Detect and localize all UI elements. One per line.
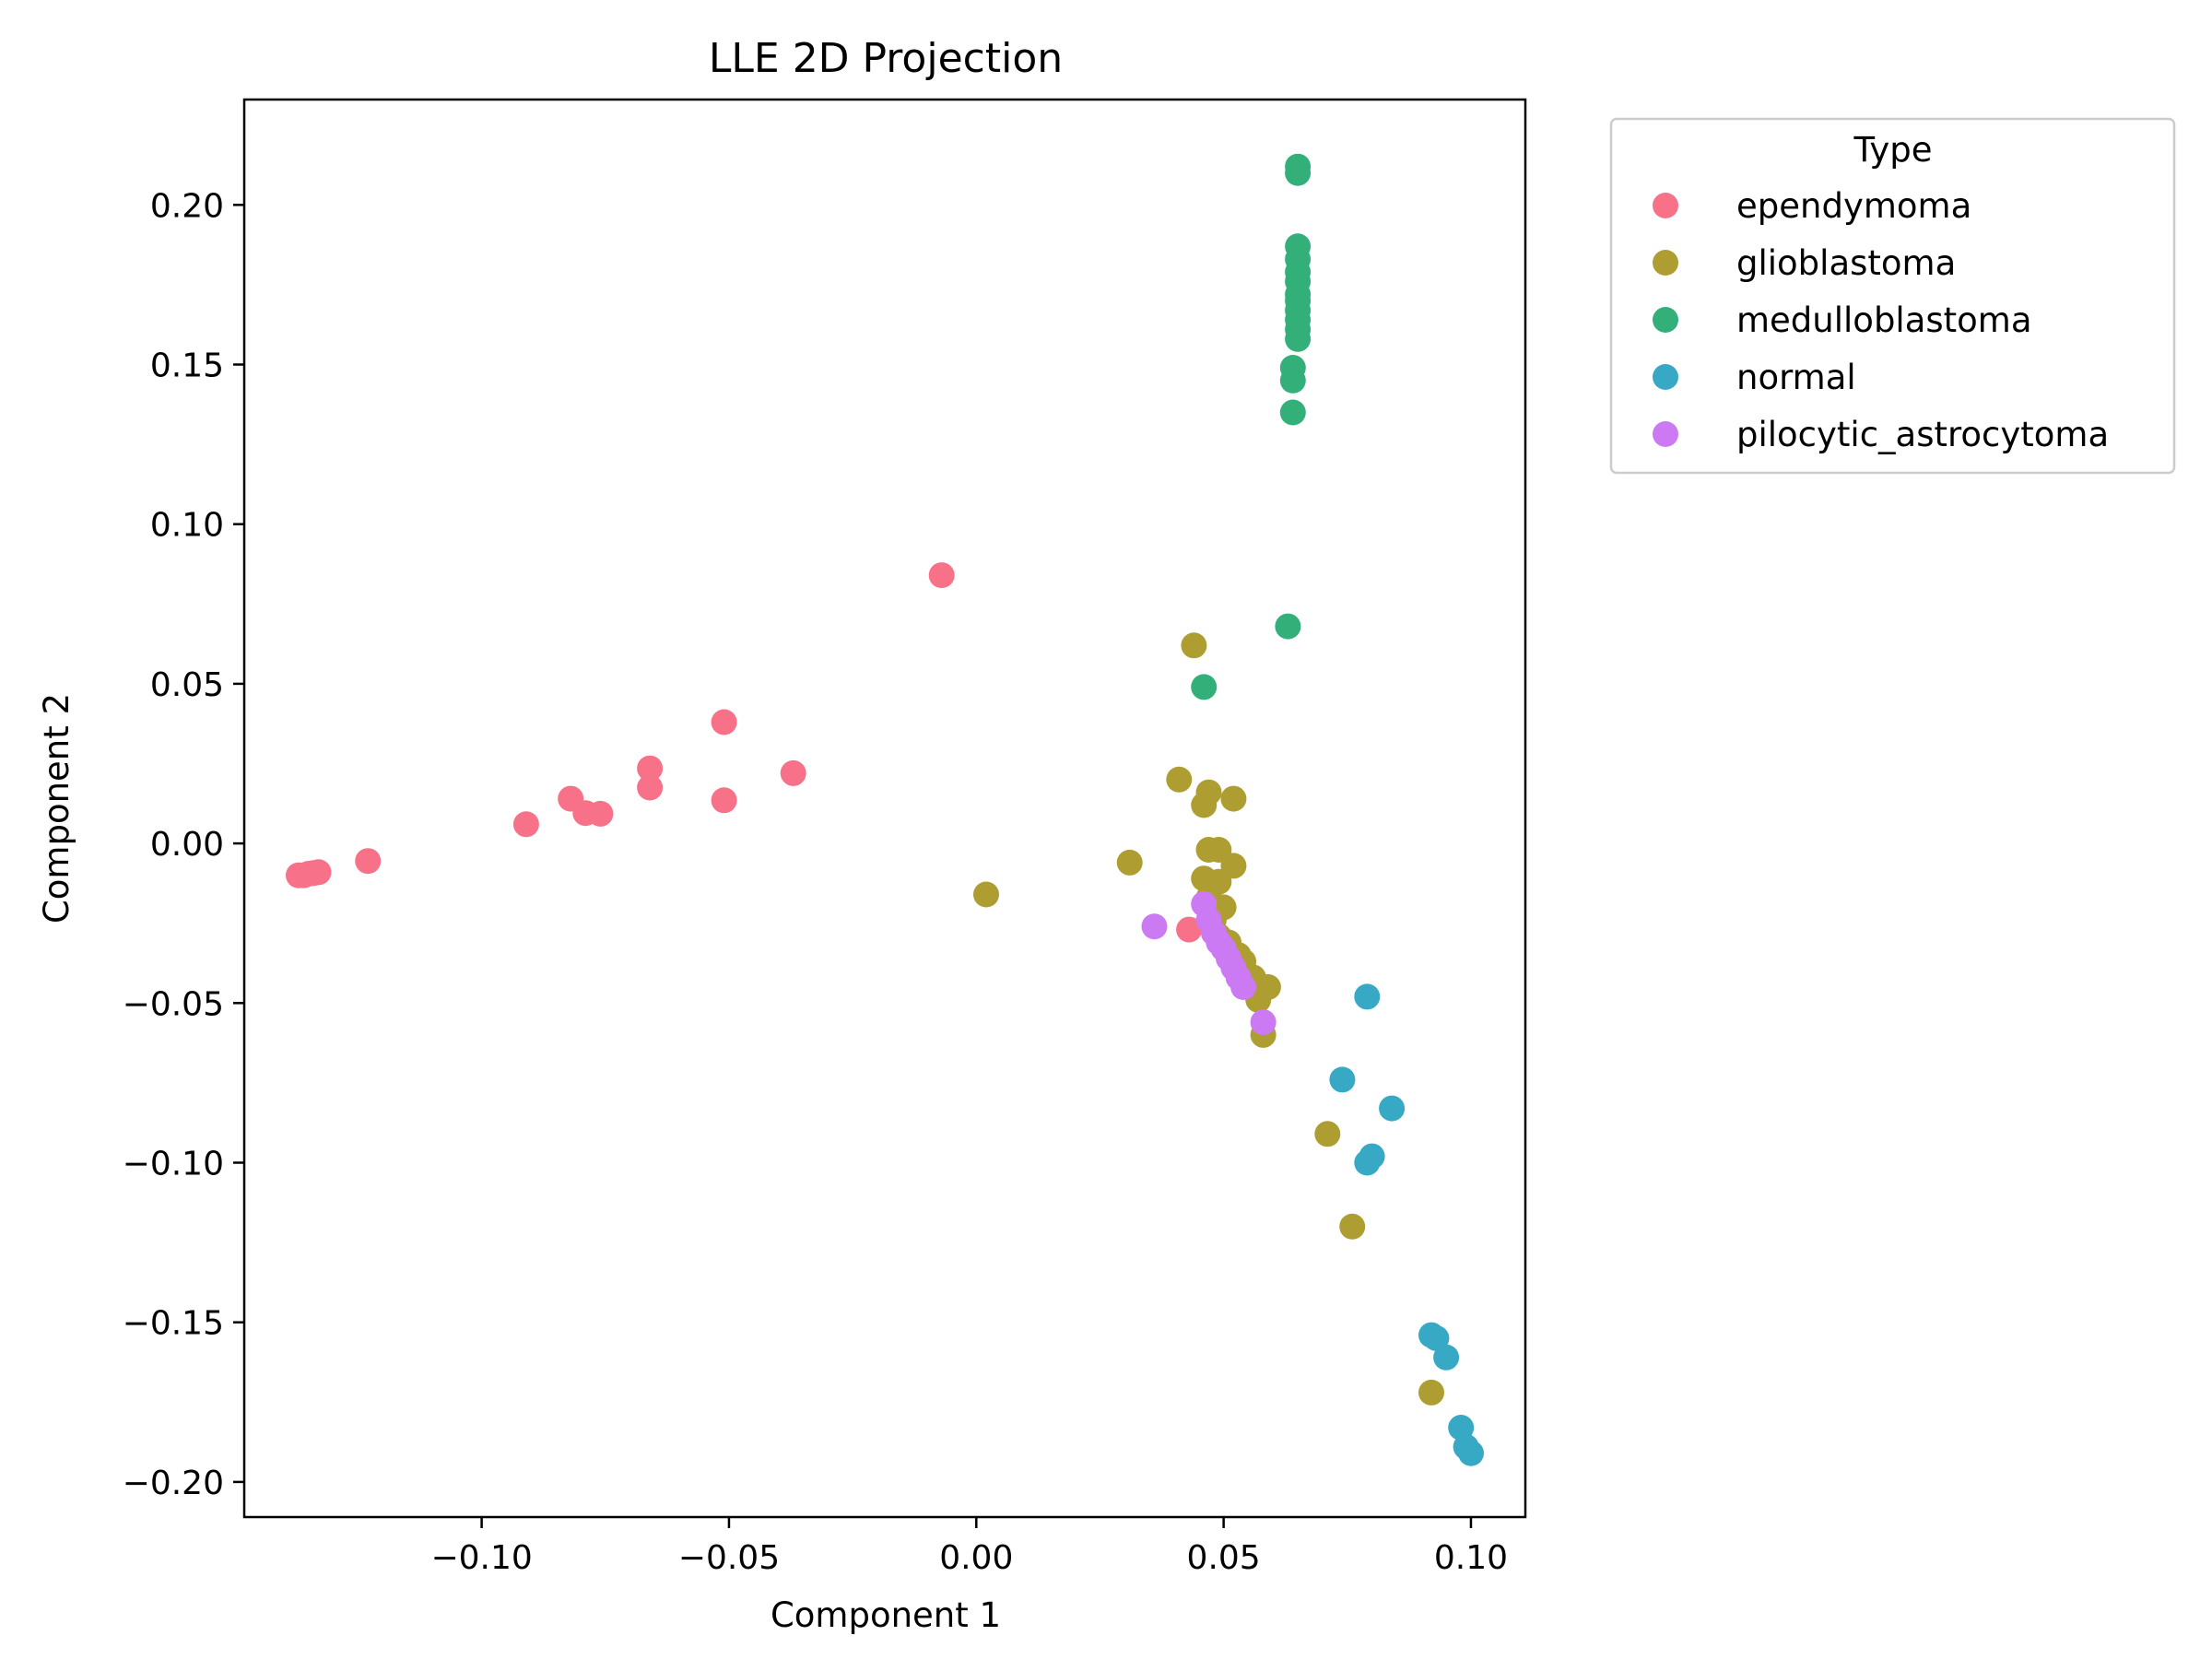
point-normal-4 — [1354, 1149, 1381, 1176]
x-tick-label-4: 0.10 — [1434, 1539, 1508, 1577]
point-pilocytic_astrocytoma-9 — [1230, 974, 1257, 1000]
y-tick-label-1: 0.15 — [150, 347, 224, 385]
y-tick-label-4: 0.00 — [150, 826, 224, 864]
point-glioblastoma-1 — [1166, 766, 1193, 793]
point-pilocytic_astrocytoma-0 — [1141, 913, 1168, 940]
point-ependymoma-12 — [711, 709, 737, 735]
point-medulloblastoma-11 — [1285, 325, 1312, 352]
chart-title: LLE 2D Projection — [709, 35, 1063, 82]
x-tick-label-1: −0.05 — [678, 1539, 780, 1577]
y-axis-label: Component 2 — [37, 693, 76, 924]
point-ependymoma-15 — [928, 562, 955, 589]
point-ependymoma-6 — [512, 811, 539, 838]
y-tick-label-2: 0.10 — [150, 507, 224, 545]
scatter-points — [286, 153, 1484, 1466]
point-glioblastoma-6 — [973, 881, 999, 908]
legend-label-medulloblastoma: medulloblastoma — [1736, 300, 2032, 340]
legend-title: Type — [1853, 130, 1933, 170]
point-normal-6 — [1423, 1325, 1450, 1351]
legend-marker-ependymoma — [1653, 193, 1678, 218]
point-glioblastoma-0 — [1181, 632, 1207, 659]
y-tick-label-0: 0.20 — [150, 187, 224, 225]
point-glioblastoma-5 — [1116, 849, 1143, 876]
legend-marker-glioblastoma — [1653, 250, 1678, 276]
y-tick-label-6: −0.10 — [123, 1146, 224, 1183]
point-ependymoma-10 — [637, 755, 664, 782]
legend: Type ependymoma glioblastoma medulloblasto… — [1609, 117, 2176, 475]
legend-marker-medulloblastoma — [1653, 307, 1678, 333]
x-tick-label-2: 0.00 — [939, 1539, 1013, 1577]
x-tick-label-3: 0.05 — [1187, 1539, 1261, 1577]
point-normal-7 — [1433, 1344, 1460, 1371]
point-normal-10 — [1458, 1440, 1484, 1466]
legend-label-ependymoma: ependymoma — [1736, 186, 1971, 226]
point-ependymoma-13 — [711, 787, 737, 814]
point-ependymoma-9 — [587, 800, 614, 827]
point-medulloblastoma-16 — [1191, 674, 1218, 700]
legend-label-normal: normal — [1736, 358, 1856, 397]
point-ependymoma-14 — [780, 759, 806, 786]
point-pilocytic_astrocytoma-10 — [1250, 1009, 1277, 1036]
point-medulloblastoma-13 — [1279, 367, 1306, 394]
point-normal-0 — [1354, 983, 1381, 1010]
point-normal-2 — [1379, 1095, 1406, 1122]
point-ependymoma-16 — [1176, 916, 1203, 943]
legend-label-glioblastoma: glioblastoma — [1736, 243, 1956, 283]
legend-entries: ependymoma glioblastoma medulloblastoma nor… — [1653, 186, 2109, 454]
x-axis-label: Component 1 — [771, 1595, 1001, 1635]
point-glioblastoma-24 — [1339, 1213, 1366, 1240]
x-tick-label-0: −0.10 — [430, 1539, 532, 1577]
y-tick-label-3: 0.05 — [150, 666, 224, 704]
point-ependymoma-4 — [305, 859, 332, 886]
point-normal-1 — [1329, 1066, 1356, 1093]
point-medulloblastoma-15 — [1275, 613, 1301, 640]
point-glioblastoma-3 — [1191, 792, 1218, 818]
point-ependymoma-11 — [637, 774, 664, 801]
point-glioblastoma-23 — [1314, 1121, 1341, 1147]
point-ependymoma-5 — [355, 848, 382, 875]
y-tick-label-7: −0.15 — [123, 1305, 224, 1343]
plot-frame — [242, 98, 1527, 1519]
point-glioblastoma-4 — [1220, 785, 1247, 812]
legend-marker-normal — [1653, 364, 1678, 390]
legend-label-pilocytic_astrocytoma: pilocytic_astrocytoma — [1736, 415, 2109, 454]
point-medulloblastoma-14 — [1279, 399, 1306, 426]
legend-marker-pilocytic_astrocytoma — [1653, 421, 1678, 447]
y-tick-label-8: −0.20 — [123, 1465, 224, 1502]
x-axis-ticks: −0.10 −0.05 0.00 0.05 0.10 — [430, 1517, 1508, 1577]
point-glioblastoma-25 — [1418, 1379, 1444, 1406]
y-tick-label-5: −0.05 — [123, 985, 224, 1023]
point-medulloblastoma-1 — [1285, 159, 1312, 186]
legend-frame — [1609, 117, 2176, 475]
y-axis-ticks: 0.20 0.15 0.10 0.05 0.00 −0.05 −0.10 −0.15 −0.20 — [123, 187, 244, 1502]
